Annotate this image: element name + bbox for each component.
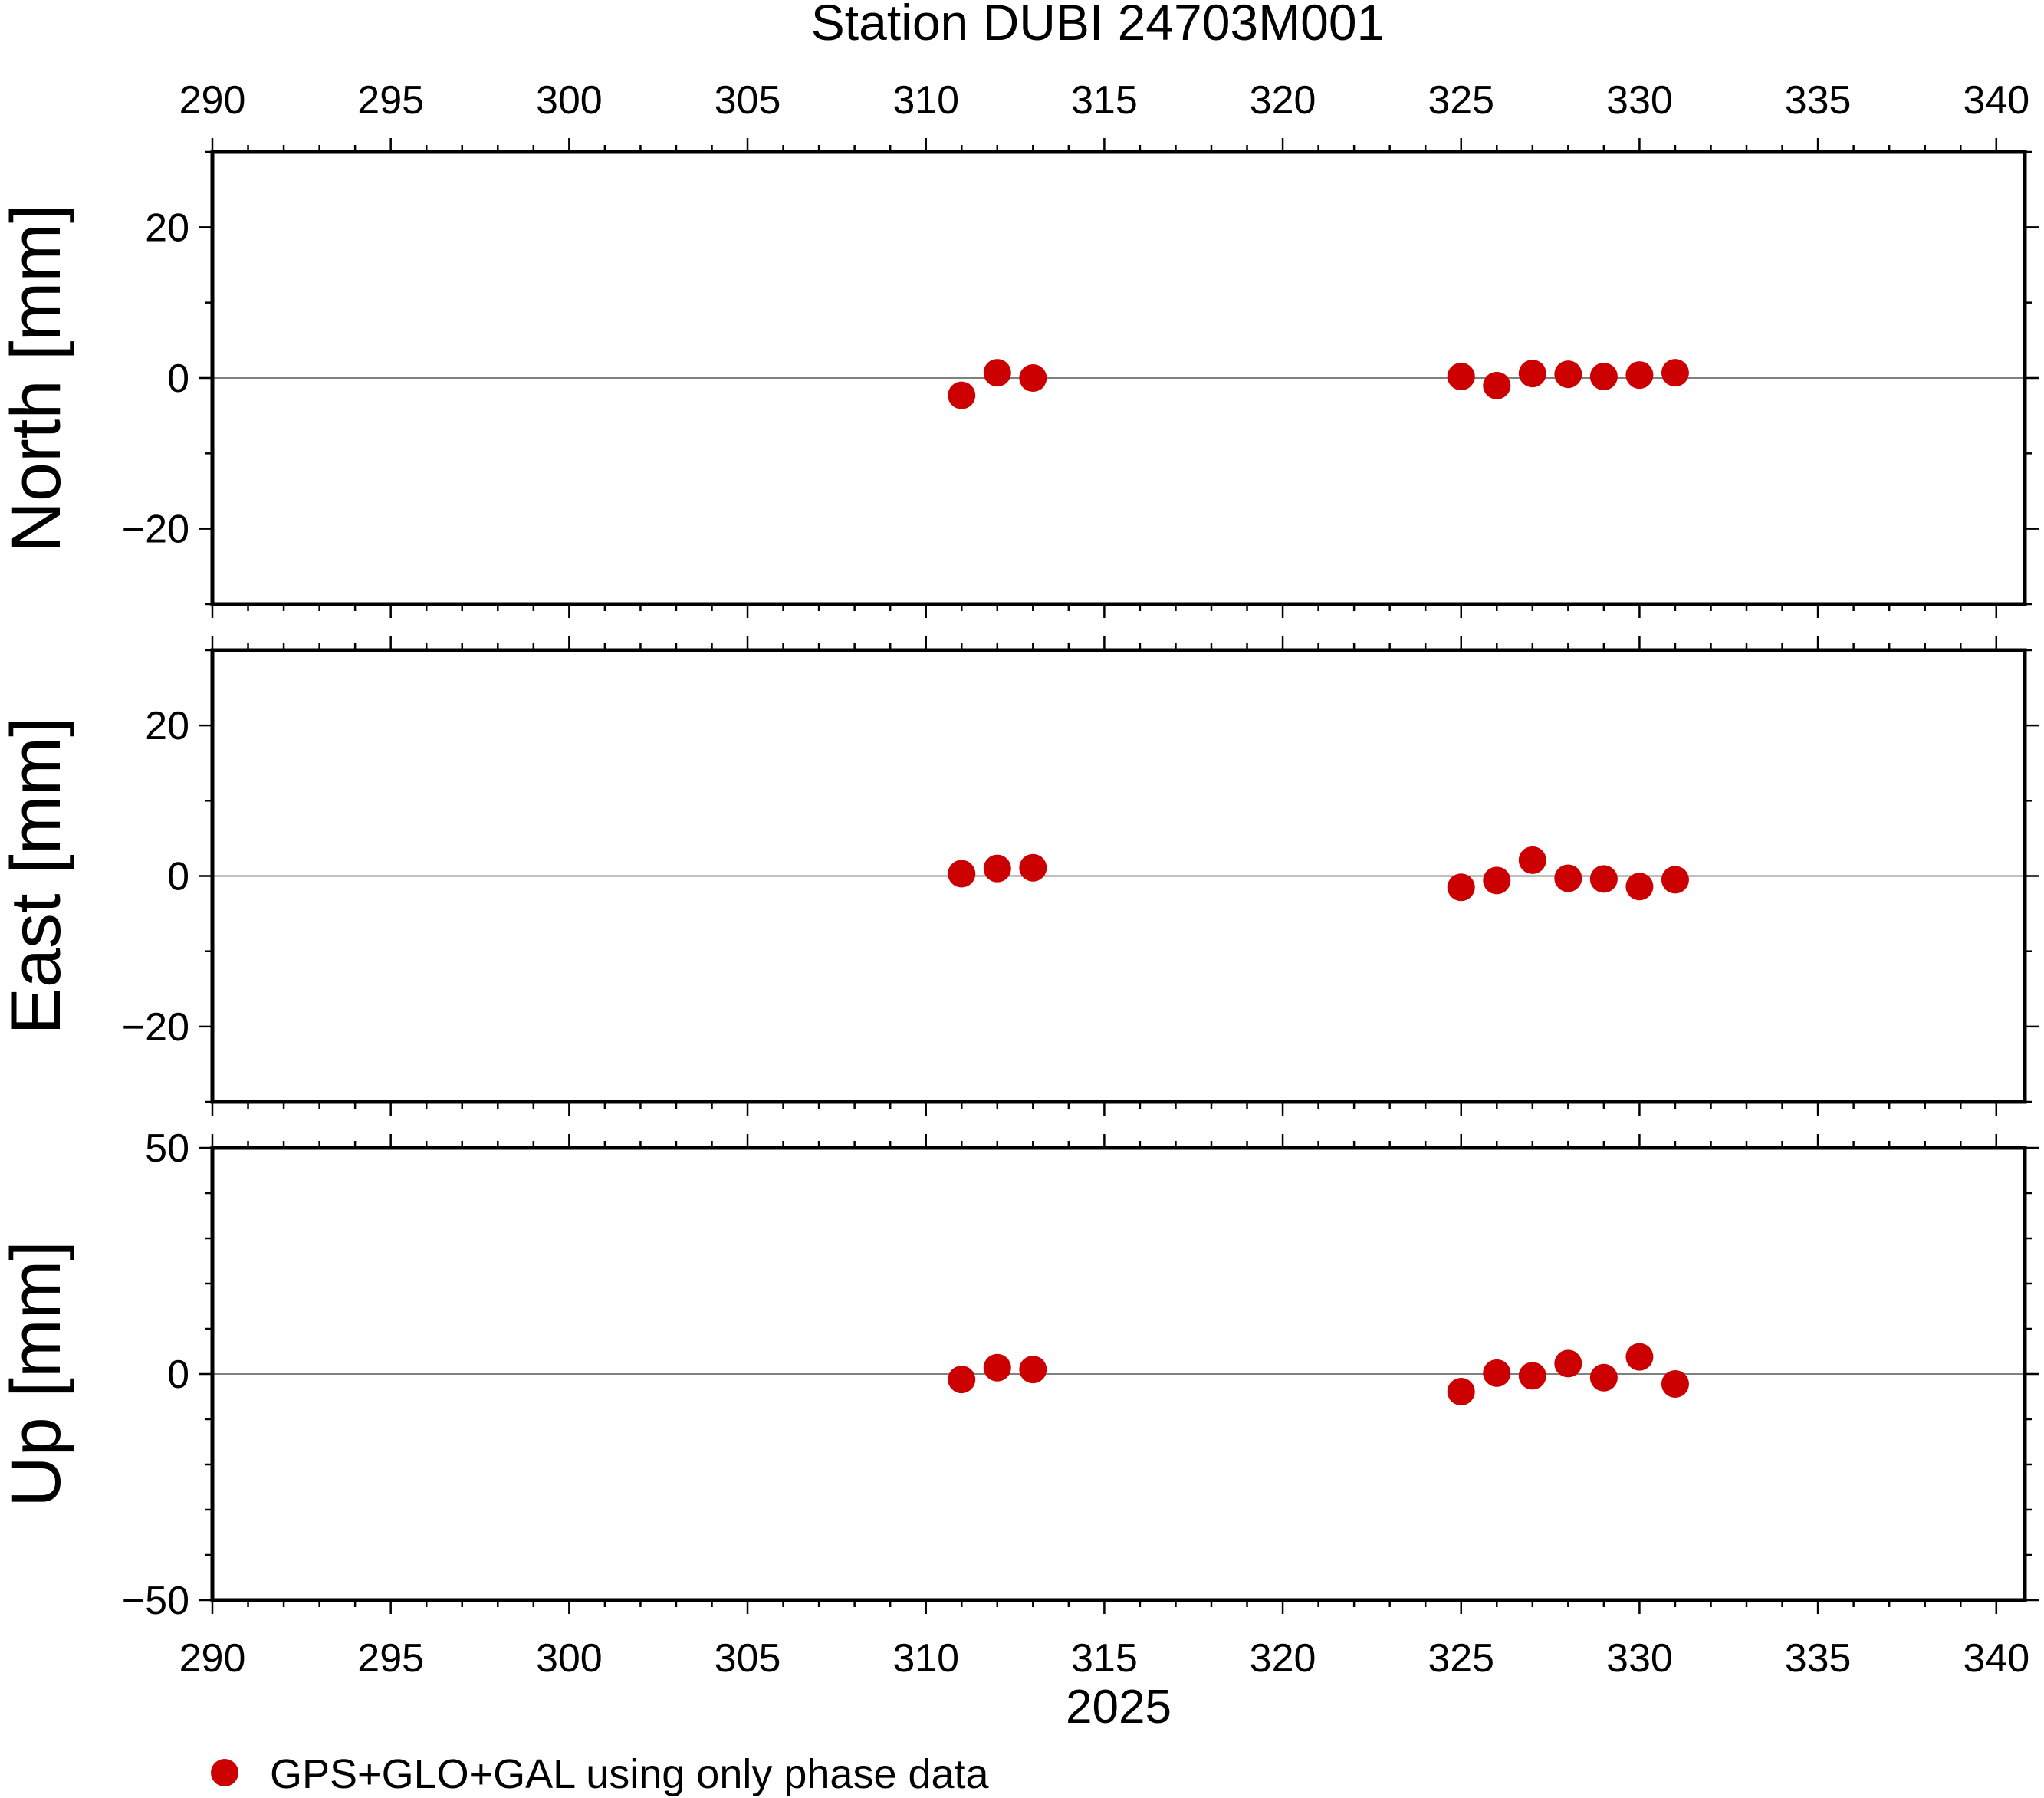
data-point: [1483, 371, 1511, 399]
data-point: [1447, 1378, 1475, 1406]
data-point: [1019, 853, 1047, 882]
data-point: [1483, 1359, 1511, 1387]
x-tick-label-bottom: 300: [536, 1636, 603, 1681]
data-point: [1625, 361, 1654, 390]
y-tick-label: 20: [145, 205, 189, 250]
y-tick-label: 0: [167, 357, 189, 401]
data-point: [1518, 1362, 1546, 1390]
data-point: [948, 381, 976, 409]
x-axis-label: 2025: [1066, 1681, 1172, 1734]
data-point: [1019, 1356, 1047, 1384]
x-tick-label-bottom: 325: [1428, 1636, 1494, 1681]
data-point: [1661, 1369, 1689, 1398]
data-point: [1589, 363, 1618, 391]
data-point: [1447, 873, 1475, 902]
data-point: [1625, 873, 1654, 901]
x-tick-label-top: 300: [536, 78, 603, 123]
y-axis-label: North [mm]: [0, 204, 75, 553]
panel-frame: [210, 150, 2027, 606]
data-point: [1518, 846, 1546, 874]
y-tick-label: 0: [167, 855, 189, 899]
data-point: [983, 1353, 1011, 1382]
x-tick-label-bottom: 290: [179, 1636, 246, 1681]
data-point: [1661, 359, 1689, 387]
data-point: [1447, 363, 1475, 391]
y-tick-label: 20: [145, 704, 189, 748]
data-point: [1019, 364, 1047, 392]
x-tick-label-bottom: 320: [1250, 1636, 1316, 1681]
x-tick-label-top: 325: [1428, 78, 1494, 123]
data-point: [1589, 1363, 1618, 1392]
data-point: [948, 1366, 976, 1394]
y-tick-label: −20: [122, 1005, 189, 1050]
x-tick-label-top: 320: [1250, 78, 1316, 123]
x-tick-label-top: 340: [1963, 78, 2029, 123]
x-tick-label-bottom: 295: [357, 1636, 424, 1681]
y-tick-label: −50: [122, 1579, 189, 1623]
legend-label: GPS+GLO+GAL using only phase data: [270, 1751, 990, 1797]
panel-frame: [210, 648, 2027, 1104]
y-tick-label: 50: [145, 1126, 189, 1171]
data-point: [1483, 866, 1511, 895]
x-tick-label-bottom: 330: [1606, 1636, 1673, 1681]
data-point: [983, 854, 1011, 883]
y-axis-label: Up [mm]: [0, 1241, 75, 1507]
x-tick-label-bottom: 305: [715, 1636, 781, 1681]
x-tick-label-top: 330: [1606, 78, 1673, 123]
y-axis-label: East [mm]: [0, 717, 75, 1034]
plot-area: 290 295 300 305 310 315 320 325 330 335 340 290 295 3…: [0, 78, 2039, 1681]
data-point: [1518, 360, 1546, 388]
x-tick-label-bottom: 340: [1963, 1636, 2029, 1681]
panel-frame: [210, 1146, 2027, 1602]
x-tick-label-bottom: 315: [1071, 1636, 1138, 1681]
data-point: [1625, 1343, 1654, 1371]
data-point: [948, 860, 976, 888]
x-tick-label-top: 315: [1071, 78, 1138, 123]
x-tick-label-top: 310: [892, 78, 959, 123]
data-point: [1589, 865, 1618, 893]
y-tick-label: −20: [122, 508, 189, 552]
x-tick-label-top: 305: [715, 78, 781, 123]
legend: GPS+GLO+GAL using only phase data: [211, 1751, 990, 1797]
x-tick-label-bottom: 310: [892, 1636, 959, 1681]
chart-title: Station DUBI 24703M001: [811, 0, 1385, 51]
x-tick-label-top: 295: [357, 78, 424, 123]
data-point: [1661, 866, 1689, 894]
data-point: [983, 359, 1011, 387]
x-tick-label-bottom: 335: [1785, 1636, 1852, 1681]
legend-marker: [211, 1759, 238, 1786]
data-point: [1554, 360, 1582, 389]
data-point: [1554, 864, 1582, 892]
x-tick-label-top: 290: [179, 78, 246, 123]
x-tick-label-top: 335: [1785, 78, 1852, 123]
y-tick-label: 0: [167, 1353, 189, 1397]
data-point: [1554, 1349, 1582, 1378]
